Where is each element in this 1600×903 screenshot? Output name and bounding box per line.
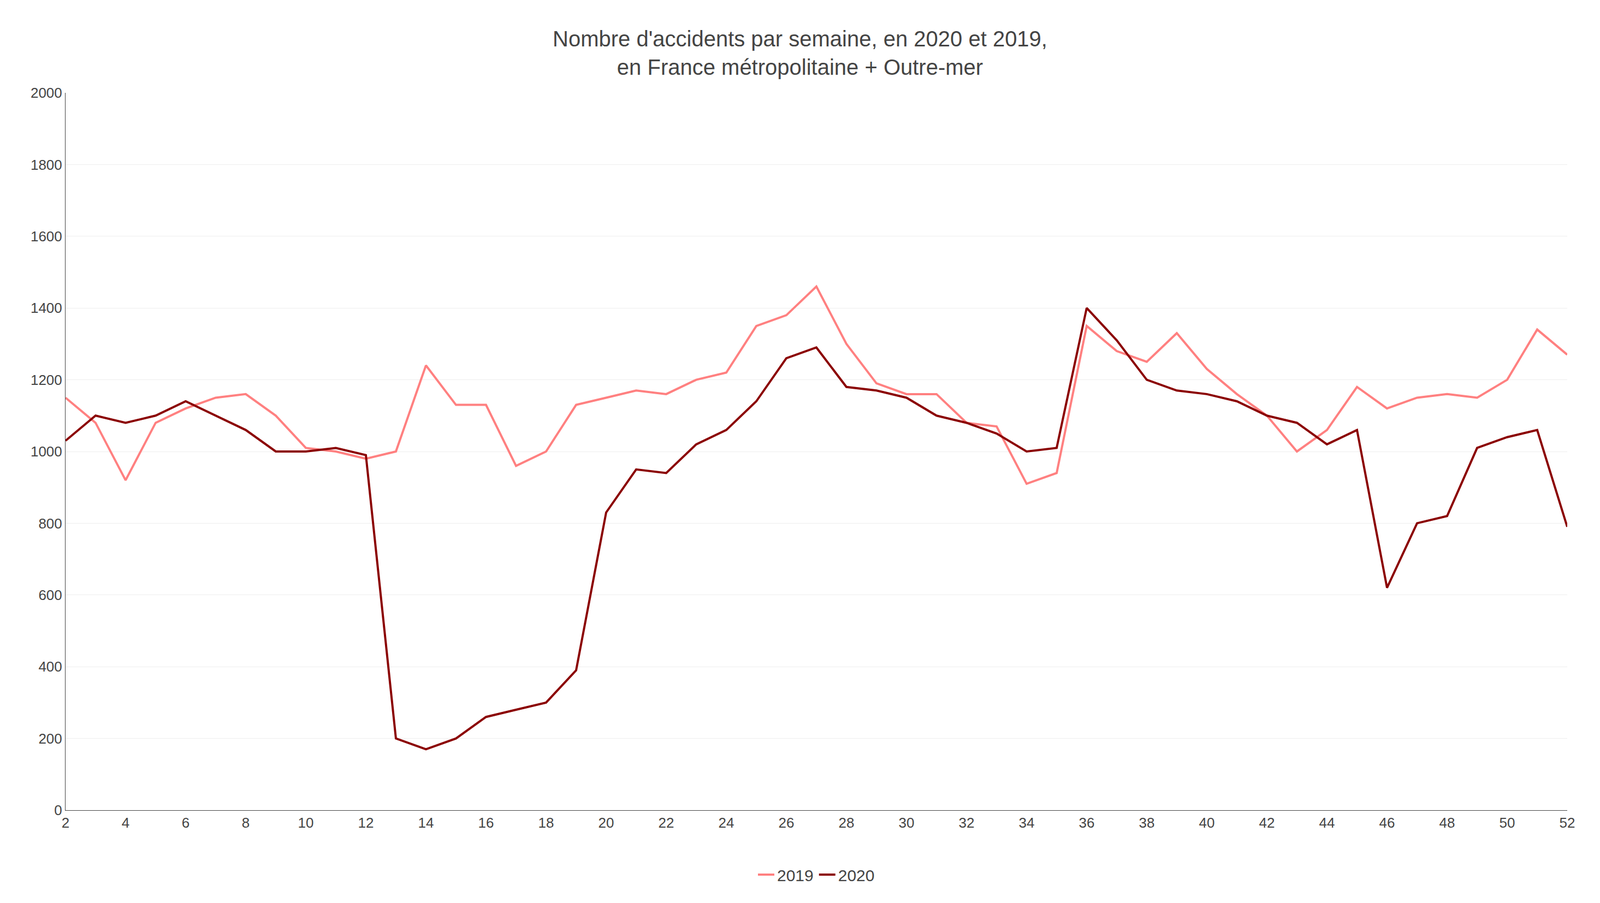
svg-text:14: 14 (418, 814, 435, 832)
svg-text:16: 16 (478, 814, 495, 832)
svg-text:36: 36 (1079, 814, 1095, 832)
svg-text:18: 18 (538, 814, 555, 832)
svg-text:1200: 1200 (30, 371, 63, 389)
svg-text:2020: 2020 (838, 866, 875, 885)
svg-text:600: 600 (38, 587, 62, 604)
svg-text:42: 42 (1259, 814, 1276, 832)
svg-text:46: 46 (1379, 814, 1396, 832)
svg-text:1800: 1800 (30, 156, 63, 174)
svg-text:8: 8 (241, 814, 250, 832)
svg-text:800: 800 (38, 515, 62, 532)
svg-text:4: 4 (121, 814, 130, 832)
svg-text:28: 28 (838, 814, 855, 832)
svg-text:2: 2 (61, 814, 70, 832)
svg-text:2019: 2019 (777, 866, 814, 885)
svg-text:32: 32 (958, 814, 975, 832)
svg-text:6: 6 (181, 814, 190, 832)
svg-text:400: 400 (38, 658, 62, 675)
svg-text:10: 10 (298, 814, 314, 832)
svg-text:1000: 1000 (30, 443, 63, 460)
svg-text:44: 44 (1319, 814, 1336, 832)
svg-text:24: 24 (718, 814, 735, 832)
svg-text:52: 52 (1559, 814, 1576, 832)
svg-text:26: 26 (778, 814, 795, 832)
svg-text:22: 22 (658, 814, 675, 832)
svg-text:12: 12 (358, 814, 375, 832)
svg-text:1600: 1600 (30, 228, 63, 245)
svg-text:0: 0 (54, 802, 62, 819)
svg-text:34: 34 (1018, 814, 1035, 832)
svg-text:1400: 1400 (30, 299, 63, 317)
svg-text:38: 38 (1139, 814, 1155, 832)
svg-text:20: 20 (598, 814, 615, 832)
svg-text:50: 50 (1499, 814, 1516, 832)
svg-text:2000: 2000 (30, 84, 63, 102)
svg-text:Nombre d'accidents par semaine: Nombre d'accidents par semaine, en 2020 … (552, 26, 1048, 80)
svg-text:48: 48 (1439, 814, 1456, 832)
svg-text:30: 30 (898, 814, 915, 832)
svg-text:200: 200 (38, 730, 62, 748)
svg-text:40: 40 (1199, 814, 1216, 832)
